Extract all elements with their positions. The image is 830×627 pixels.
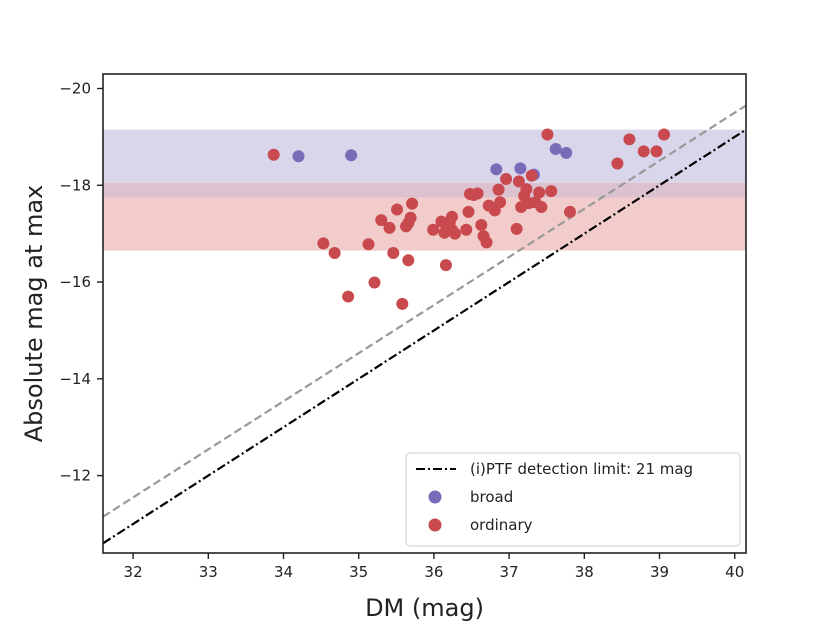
y-axis-ticks: −12 −14 −16 −18 −20	[59, 80, 103, 485]
x-axis-ticks: 32 33 34 35 36 37 38 39 40	[124, 553, 744, 581]
point-ordinary-25	[462, 205, 475, 218]
x-tick-label: 36	[424, 563, 443, 581]
line-detection-limit	[103, 128, 746, 545]
point-ordinary-4	[362, 238, 375, 251]
lines-layer	[103, 104, 746, 545]
legend: (i)PTF detection limit: 21 mag broad ord…	[405, 452, 741, 547]
point-ordinary-47	[545, 185, 558, 198]
point-ordinary-8	[387, 247, 400, 260]
point-ordinary-36	[500, 172, 513, 185]
point-broad-3	[514, 162, 527, 175]
legend-broad-label: broad	[470, 488, 513, 506]
point-ordinary-50	[611, 157, 624, 170]
x-tick-label: 35	[349, 563, 368, 581]
point-broad-1	[345, 149, 358, 162]
point-ordinary-19	[439, 259, 452, 272]
point-ordinary-34	[492, 183, 505, 196]
point-ordinary-6	[375, 214, 388, 227]
y-tick-label: −18	[59, 176, 91, 194]
point-ordinary-48	[564, 205, 577, 218]
point-ordinary-28	[471, 187, 484, 200]
point-ordinary-9	[391, 203, 404, 216]
point-ordinary-45	[535, 201, 548, 214]
x-tick-label: 40	[725, 563, 744, 581]
point-ordinary-35	[494, 196, 507, 209]
point-ordinary-31	[480, 236, 493, 249]
point-ordinary-2	[328, 247, 341, 260]
y-axis-label: Absolute mag at max	[20, 185, 48, 443]
point-broad-6	[560, 146, 573, 159]
point-ordinary-10	[396, 297, 409, 310]
band-overlap	[103, 182, 746, 198]
point-ordinary-37	[510, 222, 523, 235]
point-ordinary-46	[541, 128, 554, 141]
point-ordinary-16	[427, 223, 440, 236]
y-tick-label: −14	[59, 370, 91, 388]
points-layer	[267, 128, 671, 310]
point-broad-0	[292, 150, 305, 163]
x-tick-label: 38	[575, 563, 594, 581]
point-ordinary-15	[406, 197, 419, 210]
y-tick-label: −16	[59, 273, 91, 291]
x-tick-label: 33	[199, 563, 218, 581]
point-ordinary-49	[533, 186, 546, 199]
point-broad-2	[490, 163, 503, 176]
legend-ordinary-marker	[428, 518, 442, 532]
point-ordinary-3	[342, 290, 355, 303]
point-ordinary-52	[637, 145, 650, 158]
point-broad-5	[549, 142, 562, 155]
point-ordinary-7	[383, 221, 396, 234]
point-ordinary-38	[512, 175, 525, 188]
plot-frame	[102, 73, 747, 554]
bands-layer	[103, 129, 746, 251]
point-ordinary-24	[460, 223, 473, 236]
point-ordinary-22	[445, 210, 458, 223]
point-ordinary-23	[448, 227, 461, 240]
x-tick-label: 34	[274, 563, 293, 581]
legend-box	[405, 452, 741, 547]
x-tick-label: 37	[500, 563, 519, 581]
point-ordinary-54	[658, 128, 671, 141]
point-ordinary-43	[525, 169, 538, 182]
point-ordinary-53	[650, 145, 663, 158]
x-axis-label: DM (mag)	[365, 594, 484, 622]
point-ordinary-29	[475, 218, 488, 231]
line-gray-dashed	[103, 104, 746, 518]
point-ordinary-13	[402, 254, 415, 267]
point-ordinary-51	[623, 133, 636, 146]
legend-detection-label: (i)PTF detection limit: 21 mag	[470, 460, 693, 478]
point-ordinary-0	[267, 148, 280, 161]
point-ordinary-41	[520, 183, 533, 196]
point-ordinary-1	[317, 237, 330, 250]
legend-broad-marker	[428, 490, 442, 504]
band-broad-range	[103, 129, 746, 183]
x-tick-label: 32	[124, 563, 143, 581]
y-tick-label: −12	[59, 467, 91, 485]
point-ordinary-5	[368, 276, 381, 289]
x-tick-label: 39	[650, 563, 669, 581]
point-ordinary-14	[404, 211, 417, 224]
y-tick-label: −20	[59, 80, 91, 98]
legend-ordinary-label: ordinary	[470, 516, 533, 534]
